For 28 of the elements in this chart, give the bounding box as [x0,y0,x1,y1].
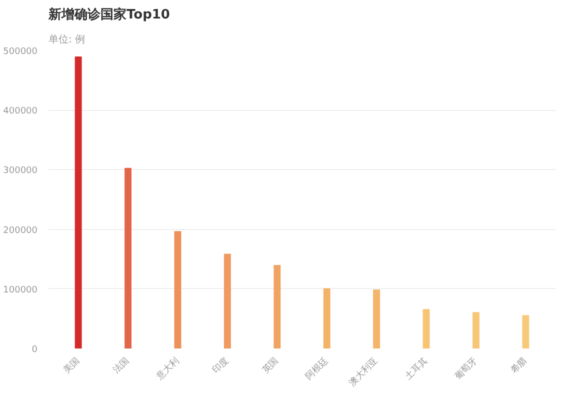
x-tick-label: 美国 [61,355,82,376]
bar [522,315,530,348]
x-tick-label: 法国 [111,355,132,376]
x-tick-label: 葡萄牙 [452,355,480,382]
bar [472,312,480,348]
y-tick-label: 200000 [3,226,38,236]
x-tick-label: 希腊 [508,355,530,376]
bar [323,288,330,348]
y-tick-label: 400000 [3,106,38,117]
x-tick-label: 澳大利亚 [346,355,380,388]
x-tick-label: 阿根廷 [304,355,330,382]
y-tick-label: 300000 [3,166,38,176]
x-tick-label: 英国 [260,355,281,376]
bar [224,254,231,348]
bar [274,265,281,348]
y-tick-label: 100000 [3,285,38,296]
x-tick-label: 土耳其 [402,355,430,382]
x-tick-label: 意大利 [154,355,182,383]
bar [124,168,132,348]
x-tick-label: 印度 [210,355,231,376]
y-tick-label: 500000 [3,47,38,57]
bar [422,309,430,348]
chart-subtitle: 单位: 例 [48,34,86,46]
bar [174,231,182,348]
bar [74,56,82,348]
bar [373,289,380,348]
chart-title: 新增确诊国家Top10 [48,6,170,22]
y-tick-label: 0 [32,345,38,355]
